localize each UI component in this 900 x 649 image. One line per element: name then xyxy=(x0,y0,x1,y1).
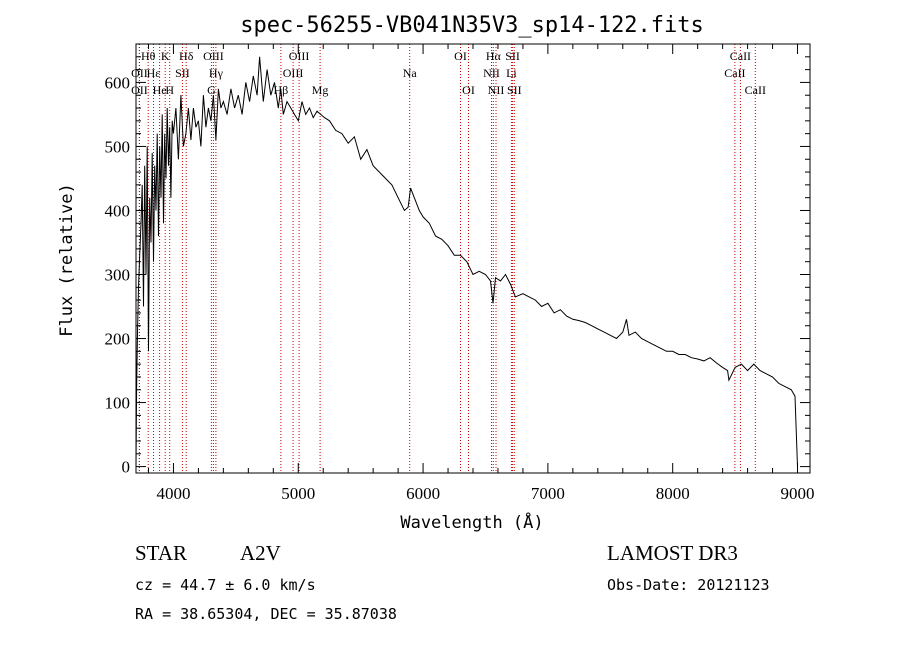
observation-date: Obs-Date: 20121123 xyxy=(607,576,770,594)
object-subclass: A2V xyxy=(240,541,281,565)
spectral-line-label: Li xyxy=(506,66,517,80)
coordinates: RA = 38.65304, DEC = 35.87038 xyxy=(135,605,397,623)
spectral-line-label: OII xyxy=(131,83,148,97)
spectral-line-label: Hθ xyxy=(141,49,156,63)
spectral-line-label: NII xyxy=(488,83,505,97)
spectral-line-markers xyxy=(138,44,756,473)
spectral-line-label: Hα xyxy=(486,49,502,63)
spectral-line-label: K xyxy=(161,49,170,63)
spectral-line-label: Hε xyxy=(147,66,161,80)
spectral-line-label: OIII xyxy=(289,49,310,63)
y-axis-label: Flux (relative) xyxy=(57,183,77,337)
x-tick-label: 5000 xyxy=(281,484,315,503)
spectral-line-label: CaII xyxy=(745,83,766,97)
x-tick-label: 7000 xyxy=(531,484,565,503)
y-tick-label: 600 xyxy=(105,73,131,92)
x-tick-label: 9000 xyxy=(781,484,815,503)
spectral-line-label: OI xyxy=(462,83,475,97)
object-class: STAR xyxy=(135,541,187,565)
x-axis-ticks: 4000 5000 6000 7000 8000 9000 xyxy=(147,44,815,503)
spectral-line-label: Hγ xyxy=(209,66,224,80)
spectral-line-label: Na xyxy=(403,66,418,80)
y-tick-label: 500 xyxy=(105,137,131,156)
x-tick-label: 8000 xyxy=(656,484,690,503)
y-tick-label: 200 xyxy=(105,330,131,349)
spectral-line-label: G xyxy=(207,83,216,97)
y-axis-ticks: 0 100 200 300 400 500 600 xyxy=(105,56,810,477)
spectral-line-label: NII xyxy=(483,66,500,80)
chart-title: spec-56255-VB041N35V3_sp14-122.fits xyxy=(240,13,704,38)
spectral-line-label: OIII xyxy=(203,49,224,63)
plot-frame xyxy=(135,43,811,474)
y-tick-label: 100 xyxy=(105,394,131,413)
y-tick-label: 400 xyxy=(105,201,131,220)
y-tick-label: 300 xyxy=(105,266,131,285)
redshift-velocity: cz = 44.7 ± 6.0 km/s xyxy=(135,576,316,594)
spectral-line-label: OI xyxy=(454,49,467,63)
spectral-line-label: SII xyxy=(505,49,520,63)
spectral-line-label: SII xyxy=(507,83,522,97)
spectral-line-label: OIII xyxy=(283,66,304,80)
spectral-line-label: SII xyxy=(175,66,190,80)
spectral-line-label: OII xyxy=(131,66,148,80)
spectral-line-label: H xyxy=(165,83,174,97)
spectral-line-label: CaII xyxy=(730,49,751,63)
spectral-line-label: Mg xyxy=(312,83,329,97)
survey-name: LAMOST DR3 xyxy=(607,541,738,565)
spectral-line-label: CaII xyxy=(724,66,745,80)
spectral-line-label: Hδ xyxy=(179,49,194,63)
y-tick-label: 0 xyxy=(122,458,131,477)
spectrum-line xyxy=(135,56,798,467)
x-tick-label: 6000 xyxy=(406,484,440,503)
spectral-line-label: He xyxy=(153,83,167,97)
x-tick-label: 4000 xyxy=(156,484,190,503)
x-axis-label: Wavelength (Å) xyxy=(400,511,543,533)
